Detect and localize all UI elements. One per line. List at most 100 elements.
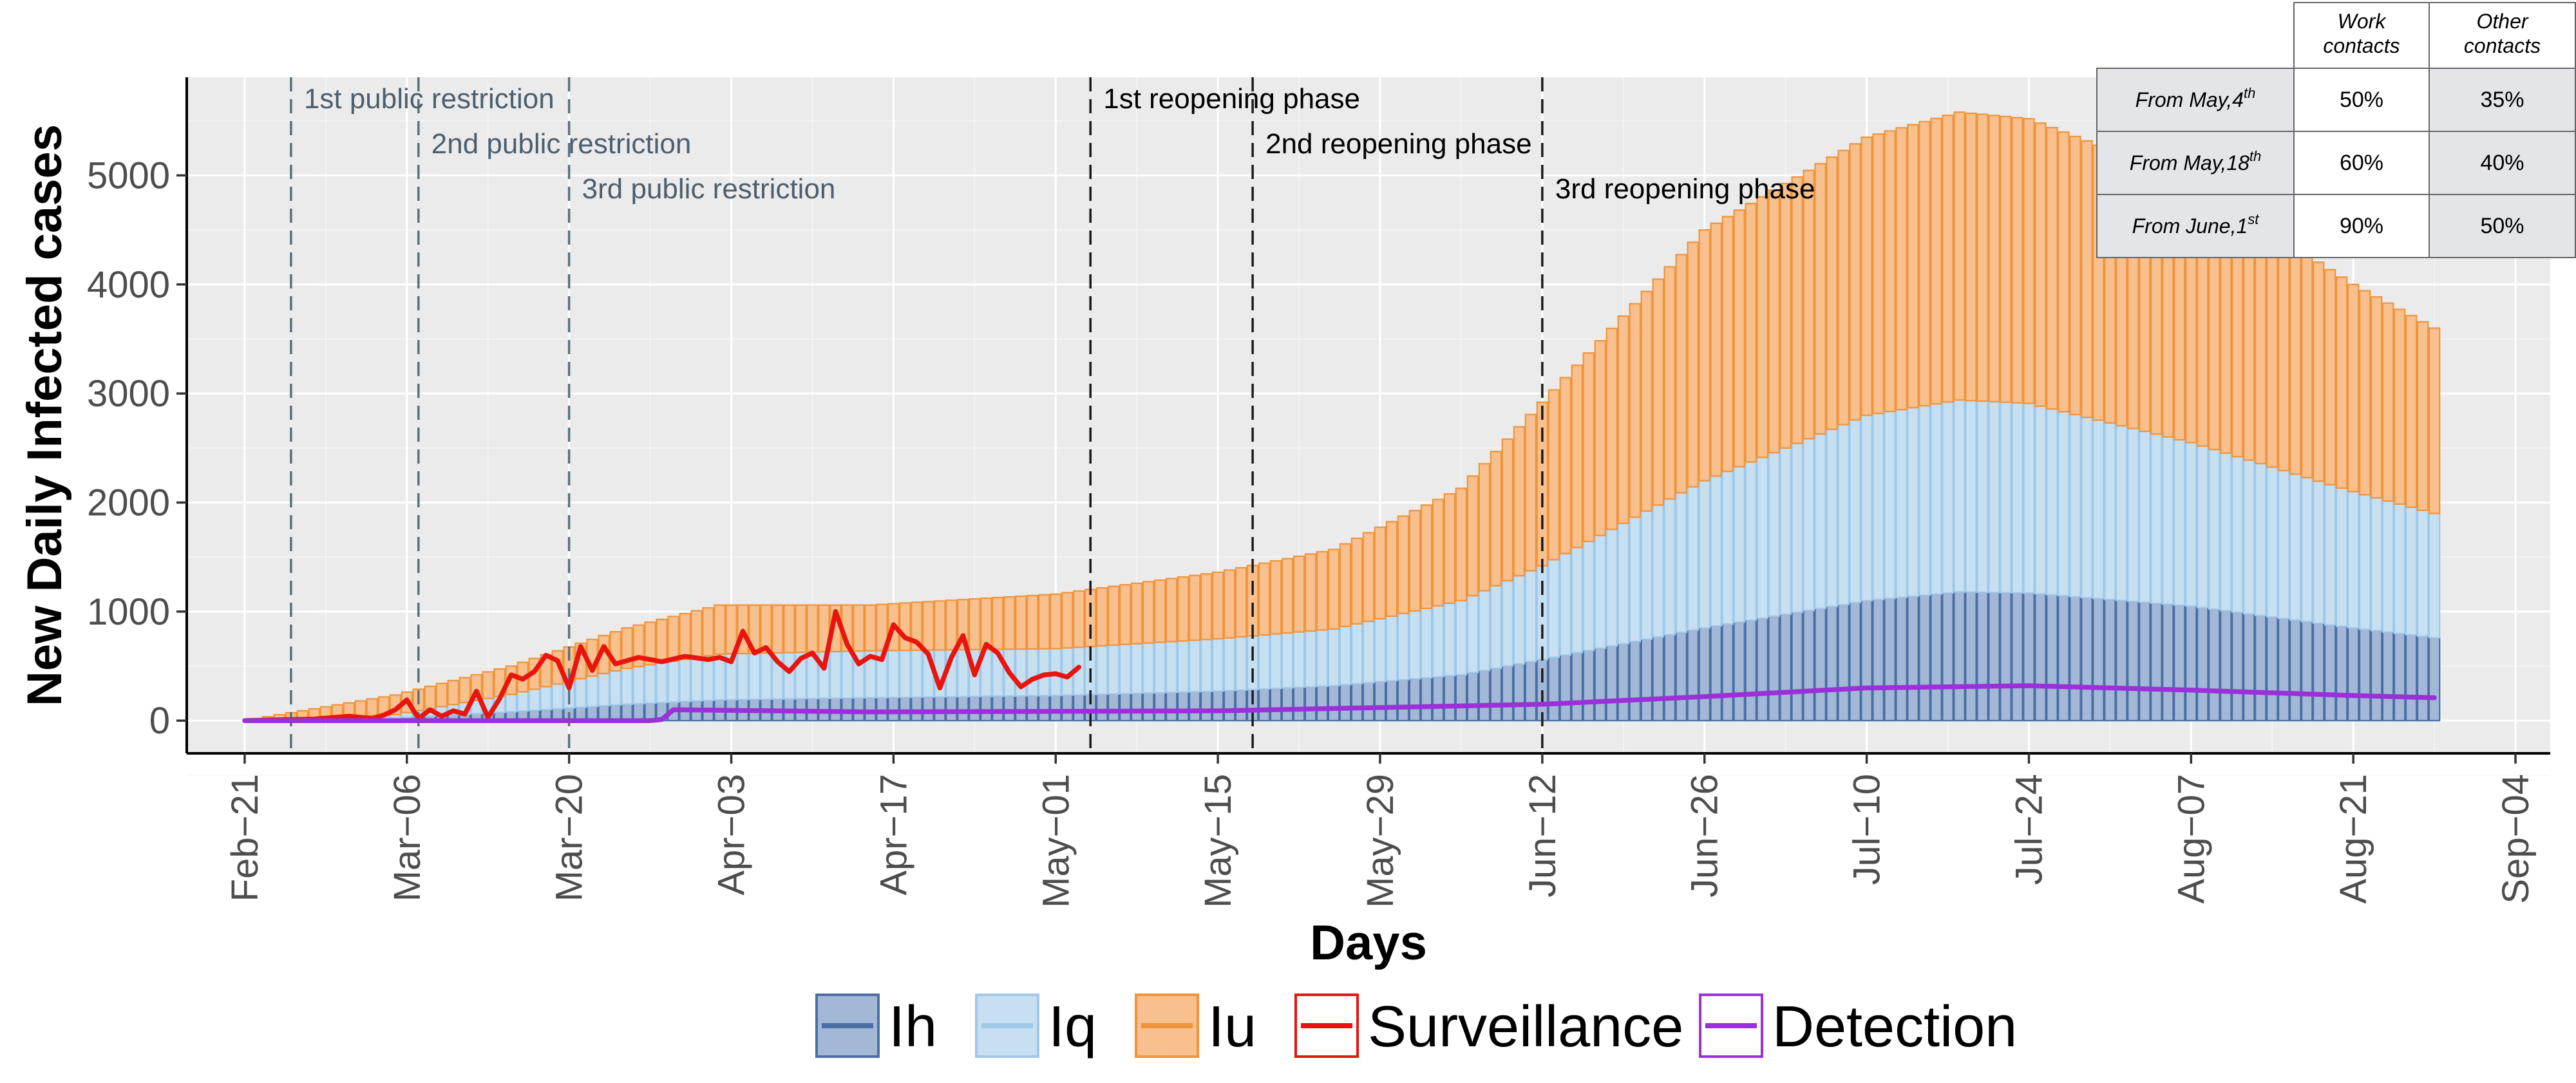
bar-iu bbox=[1976, 113, 1989, 402]
legend-label: Surveillance bbox=[1368, 995, 1683, 1059]
table-header-cell bbox=[2293, 2, 2430, 69]
table-column-header: Other bbox=[2476, 10, 2528, 33]
bar-iu bbox=[1640, 290, 1653, 512]
bar-iu bbox=[2393, 308, 2406, 505]
bar-ih bbox=[1942, 592, 1954, 722]
bar-ih bbox=[1710, 625, 1722, 722]
bar-iq bbox=[505, 693, 517, 713]
bar-ih bbox=[2289, 619, 2302, 722]
bar-ih bbox=[1629, 641, 1641, 722]
legend-item-iu: Iu bbox=[1135, 994, 1256, 1059]
bar-ih bbox=[911, 696, 923, 722]
legend-item-iq: Iq bbox=[975, 994, 1097, 1059]
table-value: 35% bbox=[2480, 88, 2524, 112]
bar-iq bbox=[1605, 528, 1618, 647]
bar-ih bbox=[934, 696, 946, 722]
bar-iu bbox=[1293, 555, 1305, 633]
bar-iu bbox=[1513, 426, 1526, 577]
bar-ih bbox=[1038, 695, 1050, 722]
bar-iq bbox=[690, 657, 703, 702]
bar-iu bbox=[1605, 327, 1618, 531]
annotation-label: 3rd public restriction bbox=[582, 173, 836, 205]
bar-ih bbox=[1200, 690, 1213, 722]
bar-iq bbox=[1756, 457, 1768, 619]
bar-iu bbox=[1061, 592, 1074, 649]
bar-iq bbox=[586, 675, 598, 708]
bar-ih bbox=[1745, 619, 1757, 722]
bar-ih bbox=[1420, 677, 1433, 722]
bar-ih bbox=[1675, 632, 1687, 722]
bar-iq bbox=[1350, 623, 1363, 685]
bar-ih bbox=[1768, 615, 1780, 722]
bar-ih bbox=[1027, 695, 1039, 722]
bar-iq bbox=[1165, 641, 1178, 693]
bar-iq bbox=[1490, 585, 1502, 670]
bar-iu bbox=[1397, 515, 1410, 615]
y-tick-label: 1000 bbox=[87, 591, 170, 633]
x-tick-label: Feb−21 bbox=[224, 774, 266, 901]
bar-ih bbox=[2034, 593, 2047, 722]
bar-ih bbox=[2011, 592, 2023, 722]
bar-iq bbox=[1200, 639, 1213, 693]
bar-iq bbox=[1119, 643, 1132, 695]
bar-iu bbox=[1884, 130, 1896, 413]
bar-ih bbox=[1188, 691, 1201, 722]
bar-iu bbox=[2301, 254, 2313, 478]
bar-ih bbox=[1269, 688, 1282, 722]
x-tick-label: Jun−12 bbox=[1522, 774, 1564, 898]
bar-iu bbox=[1849, 143, 1861, 421]
x-tick-label: Jun−26 bbox=[1684, 774, 1726, 898]
bar-ih bbox=[1930, 593, 1942, 722]
bar-iu bbox=[1872, 133, 1884, 415]
bar-ih bbox=[1153, 692, 1166, 722]
bar-iu bbox=[2046, 127, 2058, 410]
bar-iq bbox=[1582, 540, 1595, 652]
bar-iu bbox=[2081, 140, 2093, 419]
bar-iq bbox=[2069, 413, 2081, 598]
bar-ih bbox=[1385, 680, 1398, 722]
x-axis-ticks: Feb−21 Mar−06 Mar−20 Apr−03 Apr−17 May−01 May−… bbox=[224, 753, 2537, 908]
bar-ih bbox=[1988, 592, 2000, 722]
bar-iu bbox=[1466, 475, 1479, 597]
bar-iu bbox=[1571, 364, 1584, 549]
bar-iu bbox=[853, 604, 865, 652]
bar-iq bbox=[2092, 419, 2105, 599]
table-cell bbox=[2429, 194, 2576, 258]
bar-ih bbox=[1374, 681, 1387, 722]
bar-iq bbox=[540, 686, 552, 711]
bar-iu bbox=[2069, 135, 2081, 415]
bar-iu bbox=[1918, 120, 1931, 407]
bar-iq bbox=[2358, 494, 2371, 630]
bar-ih bbox=[2231, 611, 2244, 722]
annotation-label: 1st public restriction bbox=[304, 83, 554, 115]
bar-iq bbox=[1791, 442, 1803, 614]
bar-iu bbox=[992, 596, 1004, 650]
bar-iu bbox=[1003, 596, 1016, 650]
bar-iq bbox=[1316, 629, 1329, 687]
bar-iq bbox=[1339, 625, 1352, 686]
bar-iu bbox=[679, 612, 691, 661]
bar-ih bbox=[1050, 695, 1062, 722]
bar-iq bbox=[1652, 504, 1664, 638]
bar-iu bbox=[1304, 553, 1317, 632]
bar-iq bbox=[2046, 408, 2058, 596]
bar-ih bbox=[2139, 601, 2151, 722]
x-tick-label: Aug−07 bbox=[2170, 774, 2212, 904]
bar-iq bbox=[1571, 547, 1584, 654]
bar-ih bbox=[2393, 632, 2406, 722]
bar-iq bbox=[1745, 461, 1757, 621]
x-tick-label: Apr−03 bbox=[711, 774, 753, 896]
bar-ih bbox=[1721, 623, 1734, 722]
bar-iu bbox=[1803, 169, 1815, 440]
bar-iq bbox=[1559, 552, 1572, 656]
bar-iu bbox=[1269, 560, 1282, 635]
bar-iu bbox=[1826, 156, 1838, 430]
bar-iu bbox=[1988, 115, 2000, 402]
bar-iq bbox=[1768, 451, 1780, 617]
bar-ih bbox=[2092, 598, 2105, 722]
bar-iu bbox=[1501, 438, 1514, 582]
table-column-header: contacts bbox=[2464, 34, 2541, 57]
bar-iu bbox=[2416, 321, 2429, 511]
bar-ih bbox=[1327, 684, 1340, 722]
bar-ih bbox=[2150, 602, 2163, 722]
